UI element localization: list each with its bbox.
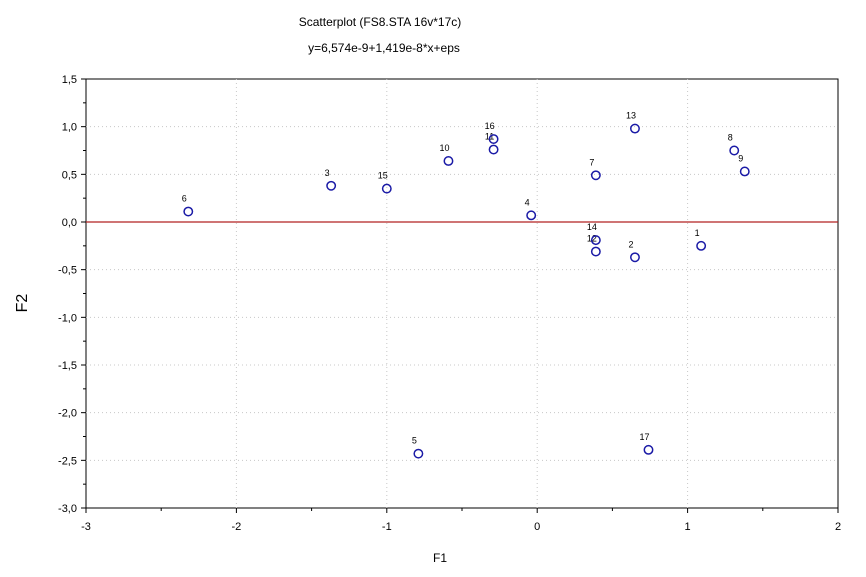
x-tick-label: -1 (382, 521, 392, 533)
y-tick-label: -1,0 (58, 312, 77, 324)
point-label: 10 (439, 143, 449, 153)
point-label: 17 (639, 432, 649, 442)
point-label: 4 (525, 197, 530, 207)
point-label: 9 (738, 153, 743, 163)
data-point (413, 448, 424, 459)
data-point (488, 134, 499, 145)
data-point (326, 180, 337, 191)
data-point (729, 145, 740, 156)
data-point (590, 246, 601, 257)
plot-area (85, 78, 839, 509)
data-point (630, 252, 640, 263)
y-tick-label: -0,5 (58, 265, 77, 277)
data-point (488, 144, 499, 155)
x-tick-label: 1 (685, 521, 691, 533)
y-tick-label: -2,5 (58, 455, 77, 467)
point-label: 5 (412, 436, 417, 446)
y-tick-label: 0,5 (62, 169, 77, 181)
point-label: 7 (589, 157, 594, 167)
x-tick-label: -3 (81, 521, 91, 533)
data-point (696, 240, 707, 251)
x-tick-label: 0 (534, 521, 540, 533)
point-label: 16 (485, 121, 495, 131)
x-axis: -3 -2 -1 0 1 2 (81, 508, 841, 533)
y-tick-label: 1,0 (62, 122, 77, 134)
data-point (590, 170, 601, 181)
y-axis-label: F2 (14, 294, 31, 313)
data-point (183, 206, 194, 217)
point-label: 13 (626, 111, 636, 121)
point-label: 14 (587, 222, 597, 232)
point-label: 1 (695, 228, 700, 238)
x-tick-label: -2 (232, 521, 242, 533)
chart-title: Scatterplot (FS8.STA 16v*17c) (299, 15, 462, 29)
y-axis: 1,5 1,0 0,5 0,0 -0,5 -1,0 -1,5 -2,0 -2,5 -3,0 (58, 74, 86, 515)
point-label: 8 (728, 133, 733, 143)
y-tick-label: -1,5 (58, 360, 77, 372)
point-label: 3 (325, 168, 330, 178)
y-tick-label: -3,0 (58, 503, 77, 515)
data-point (630, 123, 640, 134)
data-point (443, 156, 454, 166)
data-point (643, 444, 654, 455)
y-tick-label: 1,5 (62, 74, 77, 86)
x-axis-label: F1 (433, 551, 447, 565)
y-tick-label: 0,0 (62, 217, 77, 229)
data-point (739, 166, 750, 177)
y-tick-label: -2,0 (58, 408, 77, 420)
point-label: 6 (182, 194, 187, 204)
data-point (526, 210, 537, 221)
data-point (381, 183, 392, 194)
data-point (590, 235, 601, 246)
point-label: 15 (378, 171, 388, 181)
x-tick-label: 2 (835, 521, 841, 533)
chart-subtitle: y=6,574e-9+1,419e-8*x+eps (308, 41, 460, 55)
point-label: 2 (628, 239, 633, 249)
